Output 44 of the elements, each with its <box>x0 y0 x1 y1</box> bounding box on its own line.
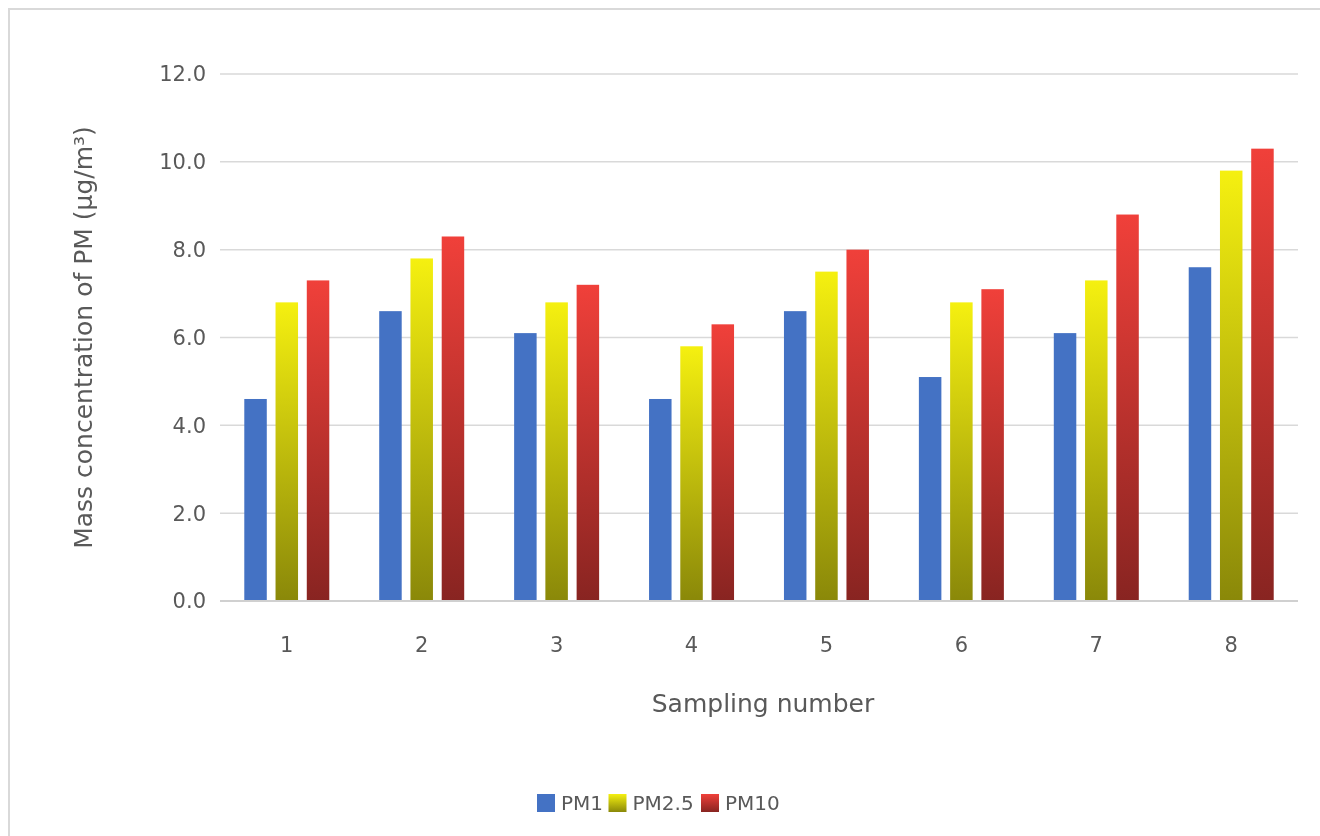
bar <box>1116 214 1139 601</box>
bar <box>846 249 869 601</box>
bar <box>275 302 299 601</box>
bar <box>306 280 330 601</box>
bar <box>950 302 973 601</box>
x-tick-label: 1 <box>280 633 294 658</box>
bar <box>379 311 402 601</box>
bar <box>783 311 807 601</box>
bar <box>1188 267 1212 601</box>
bar <box>576 284 600 601</box>
bar <box>410 258 433 601</box>
legend-label: PM2.5 <box>632 791 694 815</box>
y-tick-label: 4.0 <box>172 413 206 438</box>
y-tick-label: 12.0 <box>159 62 206 87</box>
x-tick-label: 5 <box>819 633 834 658</box>
bar <box>1219 170 1243 601</box>
bar <box>1085 280 1108 601</box>
bar <box>711 324 735 601</box>
y-tick-label: 6.0 <box>172 325 206 350</box>
x-tick-label: 7 <box>1089 633 1103 658</box>
bar <box>1251 148 1274 601</box>
y-axis-title: Mass concentration of PM (μg/m³) <box>68 126 98 549</box>
y-tick-label: 2.0 <box>172 501 206 526</box>
legend-label: PM1 <box>561 791 604 815</box>
bar <box>244 398 267 601</box>
bar <box>514 333 537 601</box>
bar <box>680 346 703 601</box>
bar <box>981 289 1004 601</box>
x-tick-label: 6 <box>954 633 969 658</box>
x-axis-title: Sampling number <box>651 688 875 718</box>
bar <box>815 271 838 601</box>
x-tick-label: 8 <box>1224 633 1238 658</box>
bar <box>918 377 942 601</box>
x-tick-label: 3 <box>549 633 564 658</box>
bar <box>545 302 568 601</box>
bar <box>441 236 465 601</box>
bar <box>649 398 672 601</box>
x-tick-label: 2 <box>415 633 429 658</box>
y-tick-label: 8.0 <box>172 238 206 263</box>
y-tick-label: 0.0 <box>172 589 206 614</box>
x-tick-label: 4 <box>684 633 699 658</box>
legend-label: PM10 <box>725 791 780 815</box>
bar <box>1053 333 1077 601</box>
y-tick-label: 10.0 <box>159 150 206 175</box>
